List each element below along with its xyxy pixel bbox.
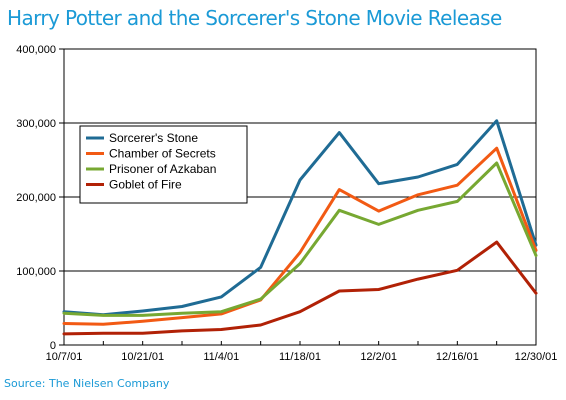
y-tick-label: 400,000: [16, 44, 56, 56]
series-lines: [62, 119, 538, 336]
legend-label: Sorcerer's Stone: [109, 131, 198, 145]
y-tick-label: 200,000: [16, 192, 56, 204]
y-axis-ticks: 0 100,000 200,000 300,000 400,000: [16, 44, 64, 352]
x-axis-ticks: 10/7/01 10/21/01 11/4/01 11/18/01 12/2/01 12/…: [46, 351, 558, 363]
x-tick-label: 12/30/01: [515, 351, 558, 363]
y-tick-label: 0: [50, 340, 56, 352]
series-line-goblet-of-fire: [62, 240, 538, 336]
x-tick-label: 12/2/01: [360, 351, 397, 363]
series-line-prisoner-of-azkaban: [62, 161, 538, 317]
legend-label: Goblet of Fire: [109, 178, 182, 192]
x-tick-label: 10/21/01: [121, 351, 164, 363]
y-tick-label: 100,000: [16, 266, 56, 278]
y-tick-label: 300,000: [16, 118, 56, 130]
legend-label: Prisoner of Azkaban: [109, 162, 216, 176]
x-tick-label: 12/16/01: [436, 351, 479, 363]
x-tick-label: 11/18/01: [279, 351, 321, 363]
series-line-sorcerer-s-stone: [62, 119, 538, 317]
chart-title: Harry Potter and the Sorcerer's Stone Mo…: [7, 6, 502, 30]
legend-box: [79, 125, 248, 204]
legend-label: Chamber of Secrets: [109, 147, 216, 161]
x-tick-label: 11/4/01: [203, 351, 239, 363]
x-tick-label: 10/7/01: [46, 351, 83, 363]
legend: Sorcerer's Stone Chamber of SecretsPrison…: [79, 125, 248, 204]
source-note: Source: The Nielsen Company: [4, 377, 170, 390]
series-line-chamber-of-secrets: [62, 146, 538, 326]
